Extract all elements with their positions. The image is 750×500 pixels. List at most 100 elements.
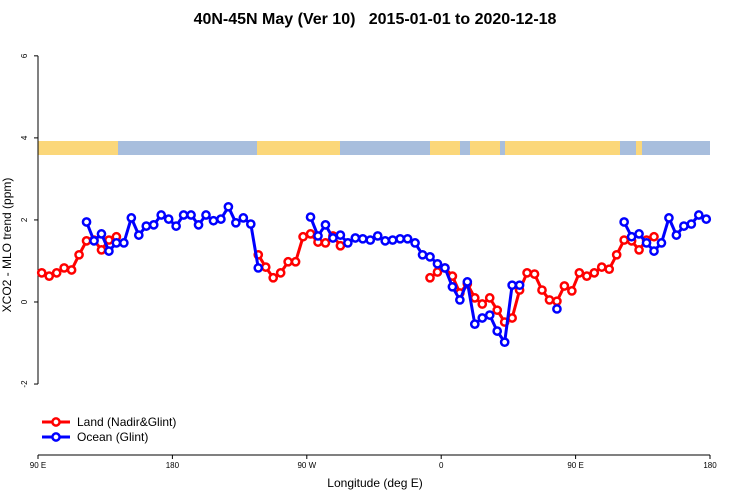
- land-ocean-strip: [38, 141, 710, 155]
- data-point: [365, 235, 376, 245]
- x-tick-label: 90 W: [297, 461, 316, 470]
- series: [81, 201, 712, 348]
- x-axis-label: Longitude (deg E): [327, 476, 422, 490]
- data-point: [96, 229, 107, 239]
- data-point: [66, 265, 77, 275]
- legend-label: Ocean (Glint): [77, 430, 148, 444]
- data-point: [89, 236, 99, 246]
- y-tick-label: -2: [20, 380, 29, 388]
- data-point: [477, 313, 488, 323]
- data-point: [619, 217, 629, 227]
- data-point: [81, 217, 92, 227]
- data-point: [74, 249, 84, 260]
- data-point: [552, 296, 562, 307]
- data-point: [328, 233, 338, 243]
- data-point: [596, 262, 607, 272]
- data-point: [59, 263, 69, 273]
- data-point: [574, 268, 585, 278]
- legend-marker: [51, 432, 61, 442]
- data-point: [469, 293, 480, 303]
- data-point: [425, 252, 435, 262]
- data-point: [679, 221, 689, 231]
- data-point: [275, 268, 286, 278]
- data-point: [126, 213, 137, 223]
- y-tick-label: 4: [20, 135, 29, 140]
- data-point: [380, 236, 391, 246]
- data-point: [335, 230, 346, 240]
- data-point: [701, 214, 712, 224]
- data-point: [245, 219, 256, 229]
- data-point: [171, 221, 181, 231]
- y-tick-label: 2: [20, 217, 29, 222]
- data-point: [119, 238, 129, 248]
- chart-title: 40N-45N May (Ver 10) 2015-01-01 to 2020-…: [194, 11, 557, 28]
- data-point: [671, 230, 682, 240]
- data-point: [425, 272, 435, 283]
- data-point: [634, 229, 644, 239]
- data-point: [372, 231, 383, 241]
- data-point: [664, 213, 674, 223]
- land-strip: [257, 141, 340, 155]
- data-point: [522, 268, 532, 278]
- data-point: [268, 272, 279, 283]
- data-point: [559, 281, 570, 291]
- data-point: [656, 238, 667, 248]
- data-point: [163, 214, 174, 224]
- data-point: [36, 268, 47, 278]
- data-point: [641, 238, 652, 248]
- data-point: [320, 220, 331, 230]
- data-point: [238, 213, 249, 223]
- data-point: [447, 281, 458, 292]
- x-tick-label: 90 E: [567, 461, 583, 470]
- data-point: [529, 269, 540, 279]
- data-point: [686, 219, 697, 229]
- data-point: [492, 326, 503, 336]
- data-point: [649, 231, 659, 242]
- data-point: [484, 310, 495, 320]
- data-point: [290, 256, 301, 267]
- data-point: [96, 245, 107, 255]
- data-point: [611, 249, 622, 260]
- data-point: [693, 210, 704, 220]
- data-point: [626, 231, 637, 242]
- data-point: [44, 271, 55, 281]
- x-tick-label: 0: [439, 461, 444, 470]
- data-point: [484, 293, 495, 303]
- land-strip: [38, 141, 118, 155]
- data-point: [469, 319, 480, 329]
- data-point: [567, 286, 577, 296]
- legend-marker: [51, 417, 61, 427]
- data-point: [141, 221, 152, 231]
- data-point: [350, 233, 361, 243]
- data-point: [432, 258, 443, 269]
- data-point: [305, 212, 316, 222]
- data-point: [223, 201, 234, 212]
- land-strip: [636, 141, 642, 155]
- data-point: [514, 280, 525, 291]
- data-point: [649, 246, 659, 256]
- data-point: [499, 337, 510, 348]
- data-point: [432, 267, 443, 277]
- data-point: [133, 230, 144, 240]
- legend-label: Land (Nadir&Glint): [77, 415, 176, 429]
- data-point: [417, 249, 428, 260]
- data-point: [178, 210, 189, 220]
- x-tick-label: 180: [703, 461, 717, 470]
- data-point: [589, 268, 600, 278]
- data-point: [455, 295, 465, 305]
- data-point: [208, 215, 219, 226]
- data-point: [462, 277, 473, 287]
- data-point: [477, 299, 488, 309]
- data-point: [320, 238, 331, 248]
- data-point: [492, 305, 503, 316]
- data-point: [387, 235, 398, 245]
- data-point: [51, 268, 62, 278]
- y-tick-label: 0: [20, 299, 29, 304]
- data-point: [193, 220, 204, 230]
- data-point: [544, 295, 555, 305]
- data-point: [81, 236, 92, 246]
- x-tick-label: 90 E: [30, 461, 46, 470]
- data-point: [357, 233, 368, 244]
- data-point: [231, 217, 241, 228]
- data-point: [156, 210, 167, 220]
